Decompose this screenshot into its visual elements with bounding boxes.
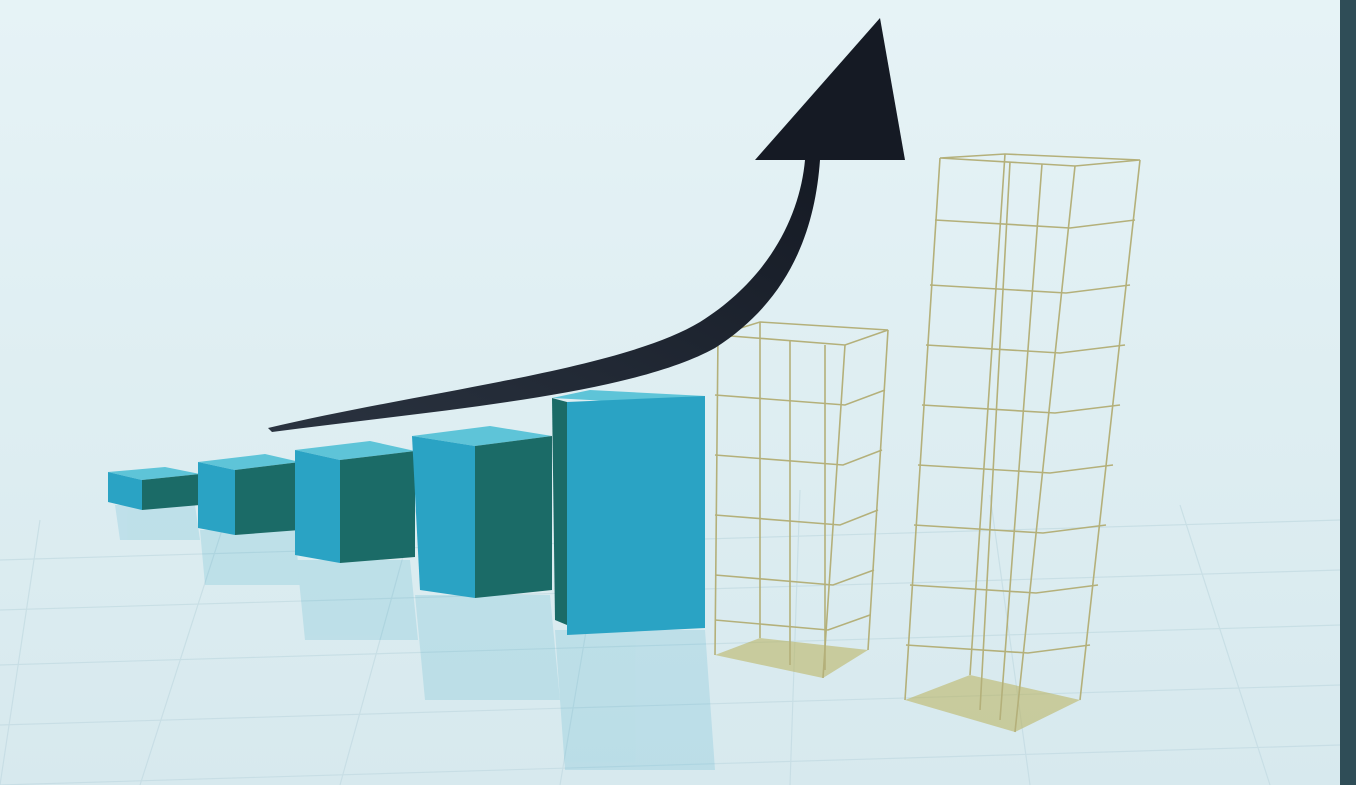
bar-reflections: [115, 505, 715, 770]
bar-4: [412, 426, 552, 598]
bar-2: [198, 454, 300, 535]
solid-bars: [108, 390, 705, 635]
bar-3: [295, 441, 415, 563]
rising-arrow: [268, 18, 905, 432]
right-edge-strip: [1340, 0, 1356, 785]
wireframe-bar-2: [904, 153, 1141, 733]
bar-5: [552, 390, 705, 635]
bar-1: [108, 467, 200, 510]
wireframe-bar-1-base: [715, 638, 868, 678]
wireframe-bar-1: [714, 321, 889, 679]
wireframe-bar-2-base: [905, 675, 1080, 732]
